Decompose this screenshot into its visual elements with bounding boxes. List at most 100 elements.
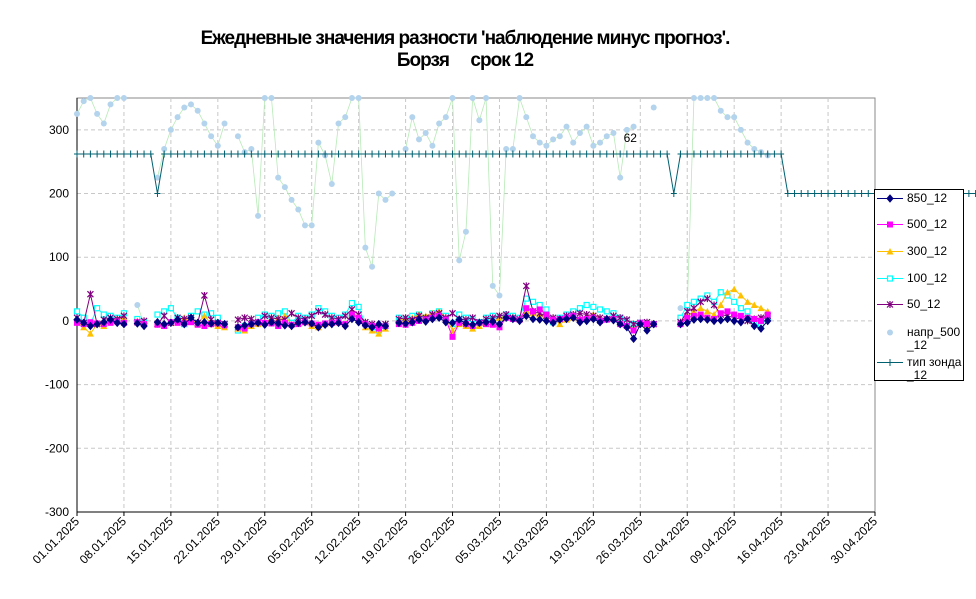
data-point xyxy=(428,314,437,324)
data-point xyxy=(73,308,81,315)
data-point xyxy=(315,139,322,146)
data-point xyxy=(489,150,496,158)
data-point xyxy=(314,307,322,315)
x-tick-label: 12.03.2025 xyxy=(499,514,552,567)
data-point xyxy=(208,150,215,158)
data-point xyxy=(704,150,711,158)
x-tick-label: 19.03.2025 xyxy=(546,514,599,567)
data-point xyxy=(496,150,503,158)
data-point xyxy=(247,319,256,329)
data-point xyxy=(758,317,764,324)
data-point xyxy=(603,314,611,324)
legend: 850_12 500_12 300_12 100_12 50_12 напр_500_12… xyxy=(874,189,964,382)
data-point xyxy=(515,316,524,326)
data-point xyxy=(442,150,449,158)
data-point xyxy=(684,150,691,158)
data-point xyxy=(86,330,94,337)
data-point xyxy=(328,180,335,187)
data-point xyxy=(173,315,182,324)
data-point xyxy=(194,150,201,158)
data-point xyxy=(683,318,691,328)
data-point xyxy=(94,150,101,158)
series-напр_500_12 xyxy=(74,95,771,328)
data-point xyxy=(308,222,315,229)
data-point xyxy=(482,317,490,327)
data-point xyxy=(751,316,758,323)
data-point xyxy=(94,110,101,117)
data-point xyxy=(603,133,610,140)
y-tick-label: -100 xyxy=(45,378,69,392)
data-point xyxy=(153,317,162,327)
data-point xyxy=(194,308,201,315)
data-point xyxy=(549,318,557,328)
data-point xyxy=(261,312,269,320)
data-point xyxy=(858,190,865,198)
data-point xyxy=(281,150,288,158)
data-point xyxy=(690,315,698,324)
data-point xyxy=(341,312,349,320)
y-tick-label: 100 xyxy=(49,250,69,264)
y-tick-label: 200 xyxy=(49,187,69,201)
data-point xyxy=(583,301,590,309)
data-point xyxy=(409,150,416,158)
data-point xyxy=(563,123,570,130)
data-point xyxy=(590,150,597,158)
data-point xyxy=(161,150,168,158)
data-point xyxy=(167,150,174,158)
data-point xyxy=(603,308,610,315)
data-point xyxy=(550,150,557,158)
data-point xyxy=(556,133,563,140)
data-point xyxy=(724,114,731,121)
data-point xyxy=(717,310,724,317)
data-point xyxy=(341,321,349,331)
data-point xyxy=(717,107,724,114)
data-point xyxy=(972,190,976,198)
data-point xyxy=(489,282,496,289)
data-point xyxy=(348,95,355,101)
data-point xyxy=(576,150,583,158)
legend-label: 100_12 xyxy=(907,271,948,285)
data-point xyxy=(375,190,382,197)
data-point xyxy=(328,319,336,329)
data-point xyxy=(516,95,523,101)
data-point xyxy=(556,315,564,324)
data-point xyxy=(590,142,597,149)
data-point xyxy=(845,190,852,198)
x-tick-label: 29.01.2025 xyxy=(218,514,271,567)
data-point xyxy=(530,308,536,315)
data-point xyxy=(475,318,484,328)
data-point xyxy=(241,150,248,158)
data-point xyxy=(476,150,483,158)
data-point xyxy=(408,317,416,327)
data-point xyxy=(750,301,758,308)
data-point xyxy=(389,150,396,158)
data-point xyxy=(630,327,637,334)
data-point xyxy=(234,133,241,140)
data-point xyxy=(449,95,456,101)
x-tick-label: 23.04.2025 xyxy=(781,514,834,567)
data-point xyxy=(503,145,510,152)
data-point xyxy=(723,314,732,324)
data-point xyxy=(677,150,684,158)
data-point xyxy=(80,318,88,328)
data-point xyxy=(355,95,362,101)
data-point xyxy=(174,114,181,121)
data-point xyxy=(469,150,476,158)
data-point xyxy=(489,317,497,326)
data-point xyxy=(201,120,208,127)
data-point xyxy=(348,311,355,318)
data-point xyxy=(744,308,751,315)
data-point xyxy=(710,316,718,326)
data-point xyxy=(509,314,517,324)
data-point xyxy=(248,145,255,152)
data-point xyxy=(422,150,429,158)
data-point xyxy=(180,319,188,329)
data-point xyxy=(288,309,296,317)
data-point xyxy=(314,323,323,332)
data-point xyxy=(750,321,758,331)
data-point xyxy=(644,321,650,328)
data-point xyxy=(208,310,215,317)
data-point xyxy=(113,318,121,328)
data-point xyxy=(402,150,409,158)
